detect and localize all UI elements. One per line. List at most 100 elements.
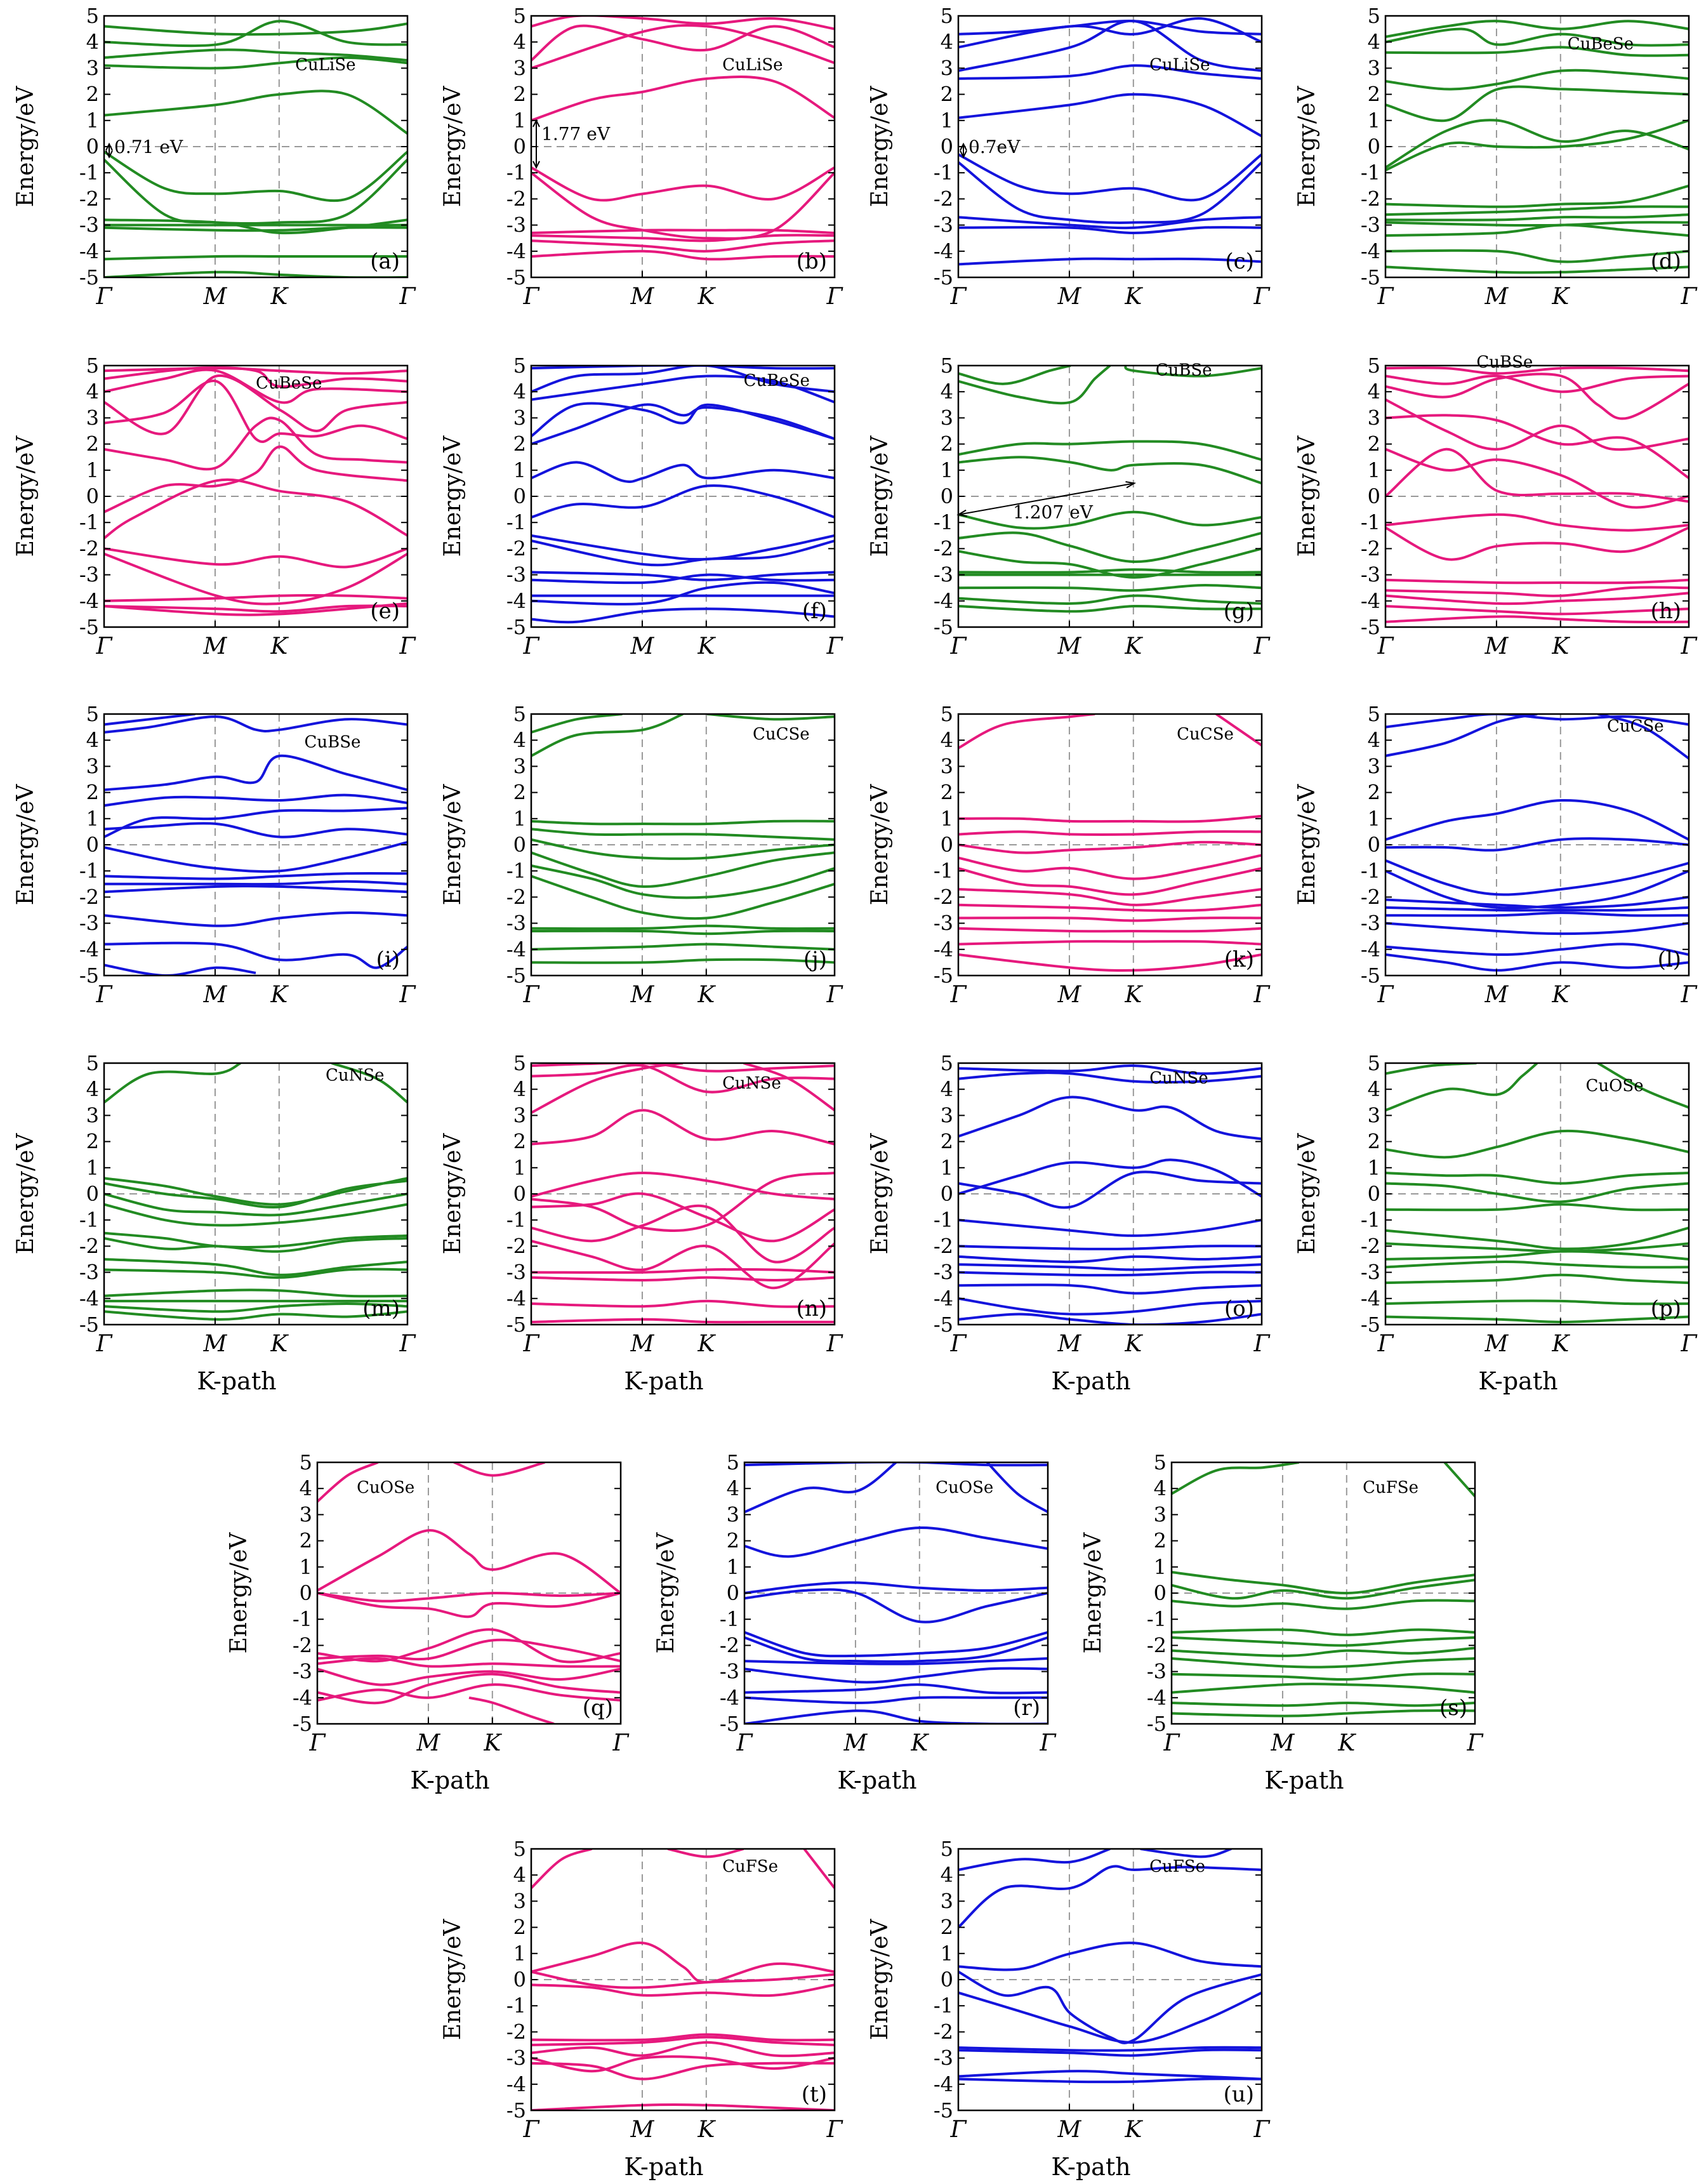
x-axis-label: K-path	[410, 1766, 489, 1794]
y-tick-label: 5	[1368, 702, 1380, 726]
panel-label: (g)	[1224, 599, 1254, 624]
y-axis-label: Energy/eV	[653, 1532, 679, 1654]
kpoint-label: Γ	[826, 633, 844, 659]
band-line	[104, 1203, 407, 1227]
band-line	[1385, 714, 1538, 757]
y-tick-label: 4	[1368, 380, 1380, 404]
material-label: CuBSe	[304, 732, 360, 751]
band-line	[744, 1462, 1048, 1467]
y-axis-label: Energy/eV	[440, 1133, 466, 1255]
band-line	[1172, 1628, 1475, 1636]
y-tick-label: -3	[506, 1261, 526, 1285]
bands	[531, 714, 835, 964]
band-line	[104, 380, 407, 443]
kpoint-label: K	[483, 1730, 502, 1756]
band-line	[104, 1063, 242, 1104]
y-tick-label: 3	[941, 406, 953, 430]
band-line	[958, 1158, 1262, 1198]
band-line	[104, 366, 407, 388]
y-tick-label: 3	[513, 754, 526, 778]
y-tick-label: 3	[86, 406, 99, 430]
y-tick-label: -5	[934, 265, 953, 289]
kpoint-label: K	[697, 2117, 716, 2143]
band-line	[104, 1288, 407, 1298]
y-tick-label: -1	[79, 510, 99, 534]
y-tick-label: 2	[513, 781, 526, 805]
band-line	[317, 1638, 621, 1663]
band-line	[104, 822, 407, 838]
band-line	[744, 1667, 1048, 1684]
band-line	[104, 1302, 407, 1313]
panel-label: (t)	[802, 2082, 827, 2107]
y-tick-label: -4	[934, 589, 953, 613]
band-line	[1172, 1636, 1475, 1647]
y-axis-label: Energy/eV	[13, 1133, 39, 1255]
band-line	[958, 903, 1262, 912]
y-tick-label: -2	[506, 536, 526, 560]
y-tick-label: 3	[513, 1103, 526, 1127]
y-tick-label: 2	[300, 1529, 312, 1553]
band-line	[104, 367, 407, 375]
kpoint-label: K	[697, 1331, 716, 1357]
kpoint-label: Γ	[523, 2117, 541, 2143]
x-axis-label: K-path	[197, 1367, 276, 1395]
band-line	[531, 819, 835, 826]
y-tick-label: -3	[79, 563, 99, 587]
bands	[531, 1063, 835, 1324]
band-line	[468, 1696, 555, 1724]
kpoint-label: Γ	[826, 982, 844, 1008]
band-line	[1385, 896, 1689, 909]
band-line	[317, 1592, 621, 1618]
y-axis-label: Energy/eV	[1294, 1133, 1320, 1255]
kpoint-label: K	[697, 633, 716, 659]
y-tick-label: -2	[506, 885, 526, 909]
band-line	[958, 2077, 1262, 2084]
kpoint-label: Γ	[950, 633, 968, 659]
band-line	[531, 239, 835, 253]
band-line	[744, 1526, 1048, 1558]
band-line	[104, 478, 407, 539]
band-line	[453, 1462, 546, 1477]
gap-arrowhead	[1125, 481, 1137, 489]
band-line	[317, 1591, 621, 1603]
y-tick-label: -1	[1361, 1208, 1380, 1232]
y-tick-label: 4	[941, 728, 953, 752]
y-tick-label: -3	[506, 2046, 526, 2070]
kpoint-label: Γ	[1377, 284, 1395, 310]
kpoint-label: Γ	[826, 2117, 844, 2143]
y-tick-label: -4	[506, 239, 526, 263]
y-tick-label: -5	[506, 963, 526, 988]
y-tick-label: 5	[727, 1450, 739, 1474]
y-tick-label: -3	[79, 911, 99, 936]
band-line	[1385, 837, 1689, 852]
kpoint-label: Γ	[1040, 1730, 1057, 1756]
bands	[531, 366, 835, 624]
panel-label: (e)	[370, 599, 400, 624]
band-line	[531, 943, 835, 951]
band-line	[531, 228, 835, 234]
y-tick-label: -1	[79, 1208, 99, 1232]
band-line	[531, 1109, 835, 1146]
band-line	[104, 445, 407, 513]
y-tick-label: 5	[86, 354, 99, 378]
band-line	[1385, 398, 1689, 451]
gap-arrowhead	[956, 509, 967, 517]
kpoint-label: Γ	[399, 982, 417, 1008]
y-tick-label: 0	[513, 135, 526, 159]
y-tick-label: 4	[86, 728, 99, 752]
band-line	[1385, 798, 1689, 841]
material-label: CuNSe	[1149, 1069, 1208, 1088]
band-line	[104, 885, 407, 894]
y-tick-label: -4	[506, 589, 526, 613]
y-tick-label: -3	[934, 213, 953, 237]
kpoint-label: M	[1057, 2117, 1082, 2143]
band-line	[667, 1849, 744, 1858]
kpoint-label: Γ	[1681, 982, 1698, 1008]
band-line	[958, 2048, 1262, 2057]
panel-label: (r)	[1013, 1695, 1040, 1721]
